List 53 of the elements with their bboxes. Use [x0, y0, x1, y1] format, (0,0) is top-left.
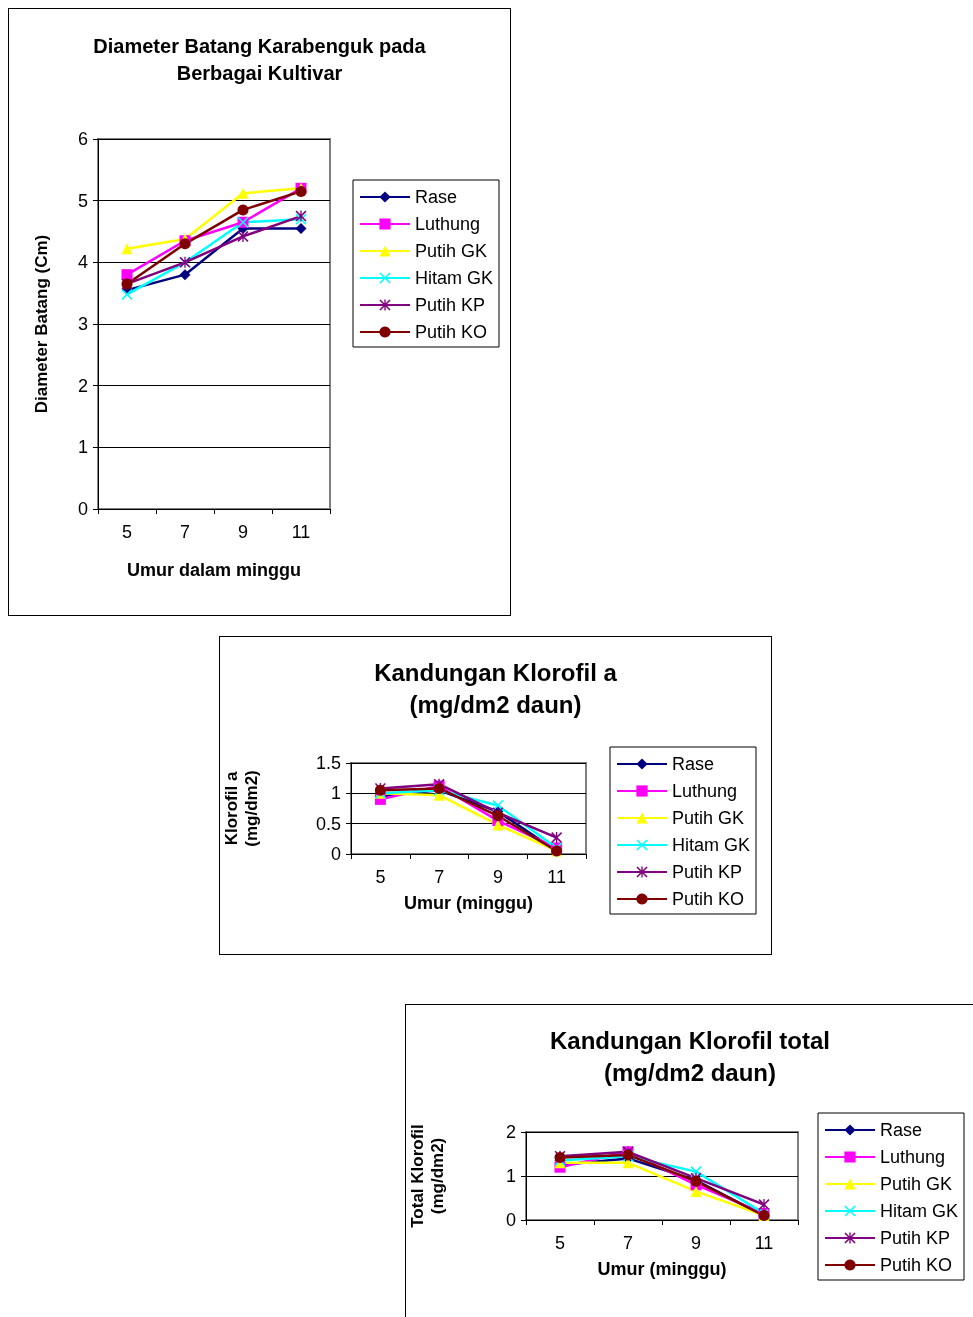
- y-tick-label: 1: [77, 437, 88, 458]
- y-tick-label: 2: [77, 375, 88, 396]
- x-tick-label: 7: [622, 1233, 634, 1253]
- x-tick-label: 9: [237, 522, 249, 542]
- legend-label: Putih KP: [672, 862, 743, 882]
- y-tick-label: 5: [77, 190, 88, 211]
- y-axis-title: Total Klorofil (mg/dm2): [407, 1124, 447, 1228]
- x-axis-title: Umur dalam minggu: [126, 560, 302, 580]
- legend-label: Hitam GK: [672, 835, 751, 855]
- legend-label: Putih GK: [880, 1174, 953, 1194]
- y-tick-label: 4: [77, 252, 88, 273]
- y-tick-label: 1.5: [315, 753, 341, 773]
- legend-label: Putih GK: [672, 808, 745, 828]
- y-tick-label: 0: [505, 1210, 516, 1230]
- legend-label: Luthung: [415, 214, 481, 234]
- x-axis-title: Umur (minggu): [404, 893, 533, 913]
- x-tick-label: 7: [434, 867, 445, 887]
- legend-label: Hitam GK: [880, 1201, 959, 1221]
- legend-label: Rase: [880, 1120, 923, 1140]
- chart-title: Kandungan Klorofil a (mg/dm2 daun): [374, 658, 618, 719]
- x-tick-label: 9: [690, 1233, 702, 1253]
- y-axis-title: Diameter Batang (Cm): [31, 234, 51, 414]
- y-axis-title: Klorofil a (mg/dm2): [221, 770, 261, 847]
- legend-label: Putih KO: [415, 322, 488, 342]
- x-tick-label: 7: [179, 522, 191, 542]
- legend-label: Luthung: [880, 1147, 946, 1167]
- x-tick-label: 9: [492, 867, 503, 887]
- y-tick-label: 3: [77, 314, 88, 334]
- legend-label: Luthung: [672, 781, 738, 801]
- x-tick-label: 11: [754, 1233, 774, 1253]
- x-tick-label: 11: [291, 522, 311, 542]
- x-tick-label: 5: [554, 1233, 566, 1253]
- legend-label: Putih KO: [880, 1255, 953, 1275]
- x-tick-label: 5: [121, 522, 133, 542]
- y-tick-label: 0.5: [315, 813, 341, 834]
- x-axis-title: Umur (minggu): [597, 1259, 727, 1279]
- legend-label: Putih KO: [672, 889, 745, 909]
- x-tick-label: 5: [375, 867, 386, 887]
- legend-label: Rase: [672, 754, 715, 774]
- y-tick-label: 1: [330, 783, 341, 804]
- y-tick-label: 0: [77, 499, 88, 519]
- x-tick-label: 11: [547, 867, 566, 887]
- legend-label: Hitam GK: [415, 268, 494, 288]
- chart-title: Kandungan Klorofil total (mg/dm2 daun): [550, 1026, 830, 1087]
- legend-label: Rase: [415, 187, 458, 207]
- y-tick-label: 1: [505, 1166, 516, 1186]
- y-tick-label: 6: [77, 129, 88, 149]
- legend-label: Putih KP: [415, 295, 486, 315]
- y-tick-label: 2: [505, 1122, 516, 1142]
- chart-title: Diameter Batang Karabenguk pada Berbagai Kultivar: [93, 34, 427, 84]
- y-tick-label: 0: [330, 844, 341, 864]
- legend-label: Putih KP: [880, 1228, 951, 1248]
- legend-label: Putih GK: [415, 241, 488, 261]
